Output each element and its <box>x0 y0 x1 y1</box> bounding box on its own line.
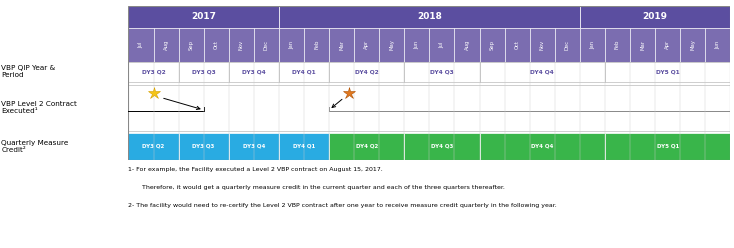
Text: DY3 Q2: DY3 Q2 <box>142 144 164 149</box>
Text: 2019: 2019 <box>642 12 668 21</box>
Text: 2018: 2018 <box>417 12 442 21</box>
Text: May: May <box>690 39 695 50</box>
Bar <box>605 28 630 62</box>
Text: DY4 Q3: DY4 Q3 <box>430 69 454 74</box>
Bar <box>404 28 429 62</box>
Bar <box>279 133 329 160</box>
Bar <box>128 133 178 160</box>
Text: Sep: Sep <box>189 40 194 50</box>
Text: DY4 Q3: DY4 Q3 <box>431 144 453 149</box>
Text: DY4 Q2: DY4 Q2 <box>355 69 379 74</box>
Bar <box>304 28 329 62</box>
Text: Quarterly Measure
Credit²: Quarterly Measure Credit² <box>1 140 69 153</box>
Text: DY4 Q1: DY4 Q1 <box>293 144 315 149</box>
Text: Mar: Mar <box>339 40 344 50</box>
Bar <box>404 62 479 82</box>
Bar <box>605 133 730 160</box>
Bar <box>203 28 229 62</box>
Bar <box>128 62 178 82</box>
Text: Jul: Jul <box>440 41 444 48</box>
Text: Feb: Feb <box>314 40 319 49</box>
Text: Dec: Dec <box>264 40 269 50</box>
Text: Mar: Mar <box>640 40 645 50</box>
Bar <box>429 28 454 62</box>
Text: Jun: Jun <box>716 40 720 49</box>
Text: Therefore, it would get a quarterly measure credit in the current quarter and ea: Therefore, it would get a quarterly meas… <box>142 185 504 190</box>
Text: Jun: Jun <box>415 40 419 49</box>
Bar <box>580 6 730 28</box>
Bar <box>128 85 730 131</box>
Bar <box>279 62 329 82</box>
Bar <box>229 28 254 62</box>
Text: DY3 Q3: DY3 Q3 <box>192 144 215 149</box>
Text: Oct: Oct <box>515 40 520 49</box>
Text: 1- For example, the Facility executed a Level 2 VBP contract on August 15, 2017.: 1- For example, the Facility executed a … <box>128 167 383 172</box>
Text: Aug: Aug <box>465 39 470 50</box>
Text: Dec: Dec <box>565 40 570 50</box>
Text: DY4 Q4: DY4 Q4 <box>531 69 554 74</box>
Bar <box>128 28 153 62</box>
Text: DY3 Q4: DY3 Q4 <box>242 69 266 74</box>
Bar <box>505 28 530 62</box>
Bar <box>229 133 279 160</box>
Text: Apr: Apr <box>665 40 670 49</box>
Bar <box>178 133 229 160</box>
Bar <box>379 28 404 62</box>
Bar <box>580 28 605 62</box>
Text: DY5 Q1: DY5 Q1 <box>655 69 680 74</box>
Bar <box>279 6 580 28</box>
Text: Feb: Feb <box>615 40 620 49</box>
Bar <box>479 28 505 62</box>
Text: Nov: Nov <box>539 40 545 50</box>
Text: VBP QIP Year &
Period: VBP QIP Year & Period <box>1 65 56 78</box>
Text: DY4 Q1: DY4 Q1 <box>292 69 316 74</box>
Text: Jul: Jul <box>139 41 143 48</box>
Text: May: May <box>389 39 394 50</box>
Bar <box>254 28 279 62</box>
Text: DY3 Q3: DY3 Q3 <box>192 69 216 74</box>
Text: DY3 Q4: DY3 Q4 <box>243 144 265 149</box>
Bar <box>705 28 730 62</box>
Text: DY3 Q2: DY3 Q2 <box>142 69 165 74</box>
Text: 2- The facility would need to re-certify the Level 2 VBP contract after one year: 2- The facility would need to re-certify… <box>128 203 557 208</box>
Bar <box>178 28 203 62</box>
Bar <box>630 28 655 62</box>
Text: Oct: Oct <box>214 40 219 49</box>
Bar <box>404 133 479 160</box>
Text: Aug: Aug <box>164 39 169 50</box>
Bar <box>329 133 404 160</box>
Text: Nov: Nov <box>239 40 244 50</box>
Text: Jan: Jan <box>289 41 294 49</box>
Bar <box>680 28 705 62</box>
Text: 2017: 2017 <box>191 12 217 21</box>
Bar <box>329 28 355 62</box>
Text: Jan: Jan <box>590 41 595 49</box>
Text: DY4 Q4: DY4 Q4 <box>531 144 553 149</box>
Text: VBP Level 2 Contract
Executed¹: VBP Level 2 Contract Executed¹ <box>1 101 77 114</box>
Bar <box>555 28 580 62</box>
Bar <box>229 62 279 82</box>
Bar <box>355 28 379 62</box>
Bar <box>605 62 730 82</box>
Bar <box>329 62 404 82</box>
Text: DY4 Q2: DY4 Q2 <box>355 144 378 149</box>
Bar <box>530 28 555 62</box>
Text: DY5 Q1: DY5 Q1 <box>656 144 679 149</box>
Bar <box>479 62 605 82</box>
Bar <box>279 28 304 62</box>
Bar <box>128 6 279 28</box>
Bar <box>454 28 479 62</box>
Bar <box>655 28 680 62</box>
Bar <box>178 62 229 82</box>
Text: Sep: Sep <box>490 40 495 50</box>
Text: Apr: Apr <box>364 40 369 49</box>
Bar <box>479 133 605 160</box>
Bar <box>153 28 178 62</box>
